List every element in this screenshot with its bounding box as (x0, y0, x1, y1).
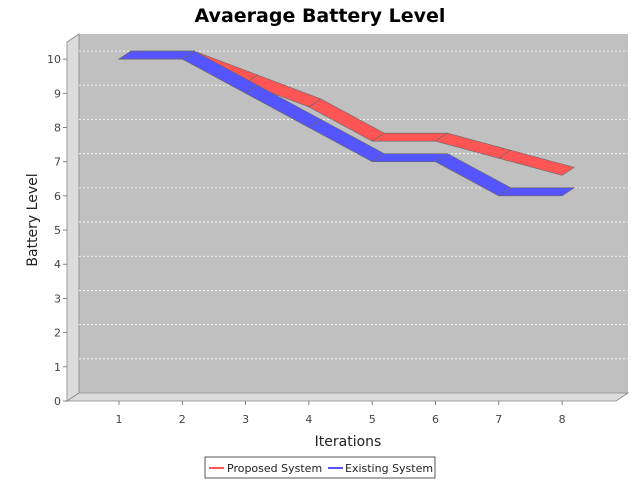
y-tick-label: 5 (54, 224, 61, 237)
plot-back-wall (79, 34, 628, 393)
x-tick-label: 6 (432, 413, 439, 426)
series-layer (118, 50, 576, 197)
y-tick-label: 7 (54, 156, 61, 169)
x-tick-label: 5 (369, 413, 376, 426)
y-tick-label: 2 (54, 327, 61, 340)
y-tick-label: 3 (54, 292, 61, 305)
x-axis-label: Iterations (315, 434, 382, 450)
y-tick-label: 4 (54, 258, 61, 271)
line-segment (118, 50, 196, 60)
legend: Proposed System Existing System (204, 456, 436, 479)
legend-box (204, 456, 436, 479)
x-tick-label: 8 (559, 413, 566, 426)
line-segment (371, 153, 449, 162)
line-segment (497, 187, 576, 197)
plot-area (65, 33, 630, 402)
y-axis-label: Battery Level (25, 173, 41, 266)
legend-label-existing-system: Existing System (345, 462, 433, 475)
y-tick-label: 8 (54, 121, 61, 134)
y-tick-label: 10 (47, 53, 61, 66)
y-tick-label: 9 (54, 87, 61, 100)
y-tick-label: 6 (54, 190, 61, 203)
chart-title: Avaerage Battery Level (195, 5, 446, 27)
line-segment (371, 132, 449, 142)
series-existing-system (118, 50, 576, 197)
y-tick-label: 1 (54, 361, 61, 374)
x-tick-label: 1 (116, 413, 123, 426)
plot-left-wall (66, 33, 80, 402)
y-tick-label: 0 (54, 395, 61, 408)
x-tick-label: 7 (495, 413, 502, 426)
x-tick-label: 3 (242, 413, 249, 426)
legend-label-proposed-system: Proposed System (227, 462, 322, 475)
y-axis-ticks: 0 1 2 3 4 5 6 7 8 9 10 (47, 53, 67, 408)
plot-floor (65, 392, 630, 402)
x-axis-ticks: 1 2 3 4 5 6 7 8 (116, 401, 566, 426)
line-segment (498, 149, 575, 176)
x-tick-label: 4 (305, 413, 312, 426)
x-tick-label: 2 (179, 413, 186, 426)
